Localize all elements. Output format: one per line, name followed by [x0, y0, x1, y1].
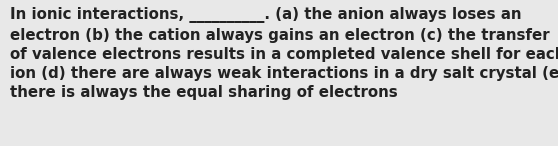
Text: In ionic interactions, __________. (a) the anion always loses an
electron (b) th: In ionic interactions, __________. (a) t…	[10, 7, 558, 100]
